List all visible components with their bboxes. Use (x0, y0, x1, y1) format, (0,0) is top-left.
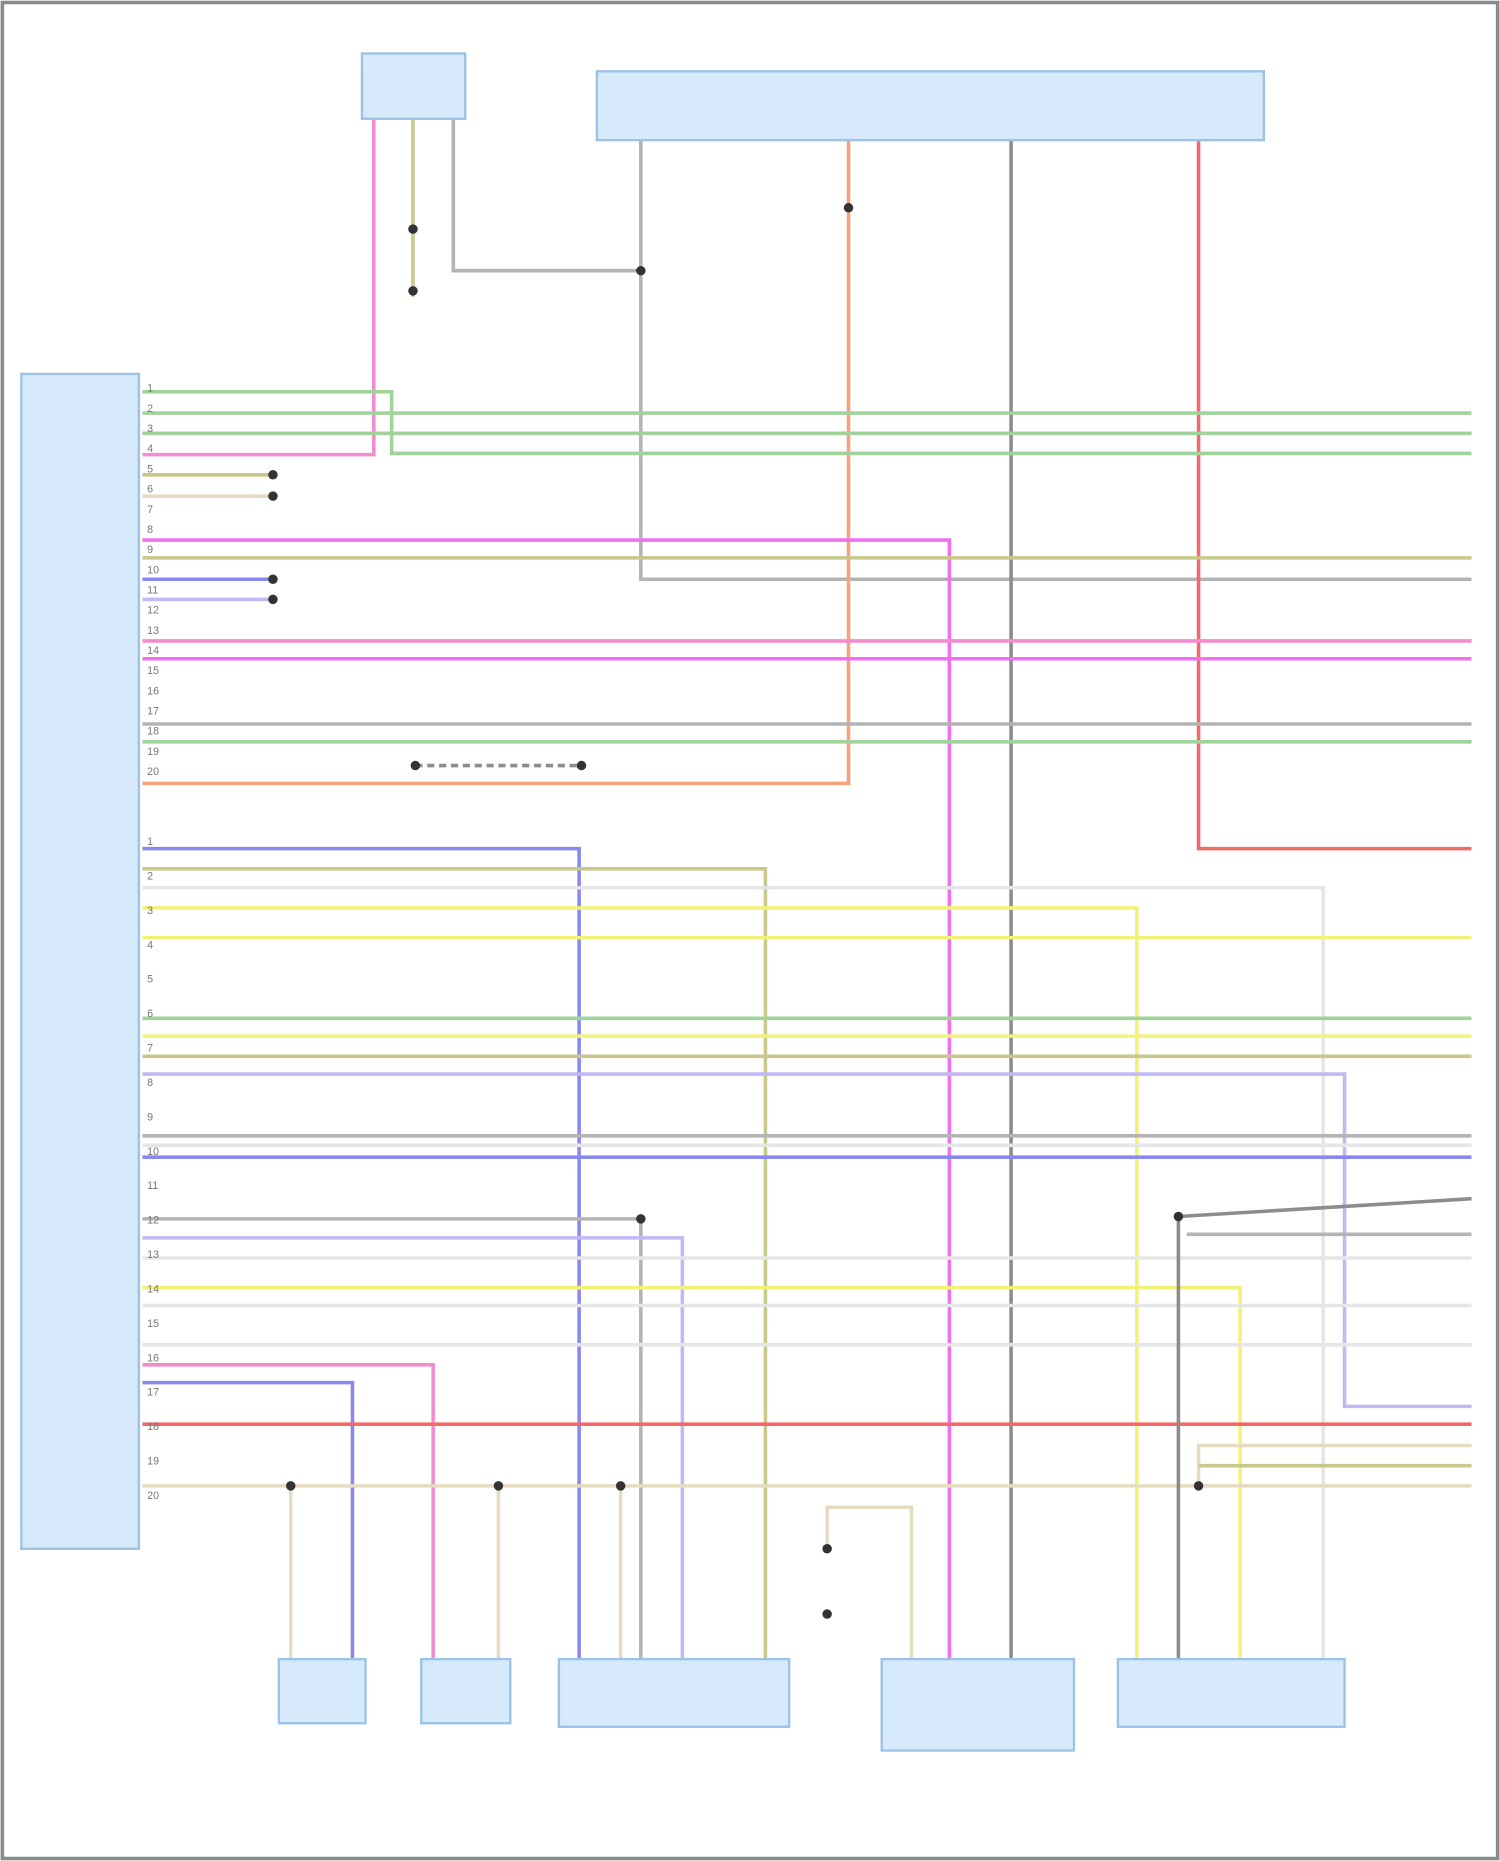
splice-point (636, 1214, 646, 1224)
pin-number: 12 (147, 605, 159, 617)
pin-number: 14 (147, 1283, 159, 1295)
splice-point (493, 1481, 504, 1491)
splice-point (576, 760, 587, 771)
splice-point (615, 1481, 626, 1491)
splice-point (408, 286, 418, 296)
pin-number: 15 (147, 665, 159, 677)
pin-number: 10 (147, 564, 159, 576)
wire (142, 1236, 685, 1662)
splice-point (1173, 1211, 1184, 1222)
pin-number: 17 (147, 1387, 159, 1399)
splice-point (268, 491, 278, 501)
bottom-component-1 (277, 1657, 367, 1725)
pin-number: 8 (147, 524, 153, 536)
pin-number: 19 (147, 746, 159, 758)
splice-point (268, 574, 278, 584)
bottom-component-5 (1116, 1657, 1346, 1728)
pin-number: 20 (147, 1490, 159, 1502)
wire (142, 846, 581, 1662)
wire (142, 906, 1139, 1662)
splice-point (822, 1609, 832, 1619)
pin-number: 18 (147, 1421, 159, 1433)
pin-number: 9 (147, 1111, 153, 1123)
splice-point (843, 203, 854, 213)
pin-number: 5 (147, 463, 153, 475)
wire (142, 1380, 355, 1662)
pin-number: 3 (147, 905, 153, 917)
splice-point (1193, 1481, 1204, 1491)
pin-number: 9 (147, 544, 153, 556)
pin-number: 17 (147, 706, 159, 718)
splice-point (408, 224, 418, 234)
wire (1196, 140, 1472, 851)
splice-point (636, 265, 646, 276)
splice-point (410, 760, 421, 771)
pin-number: 15 (147, 1318, 159, 1330)
left-control-module (20, 372, 141, 1550)
wire (451, 118, 641, 273)
pin-number: 16 (147, 1352, 159, 1364)
wire (142, 867, 768, 1662)
wire (1196, 1443, 1472, 1486)
pin-number: 8 (147, 1077, 153, 1089)
pin-number: 7 (147, 1043, 153, 1055)
wire (142, 1072, 1472, 1409)
wire (142, 140, 851, 786)
pin-number: 2 (147, 870, 153, 882)
pin-number: 4 (147, 443, 153, 455)
pin-number: 3 (147, 423, 153, 435)
splice-point (285, 1481, 296, 1491)
bottom-component-3 (557, 1657, 791, 1728)
pin-number: 1 (147, 836, 153, 848)
bottom-component-4 (880, 1657, 1076, 1752)
pin-number: 2 (147, 403, 153, 415)
wire (825, 1505, 914, 1662)
pin-number: 18 (147, 726, 159, 738)
wire (142, 1285, 1242, 1662)
top-connector-strip (595, 70, 1266, 142)
wire (142, 389, 1472, 456)
pin-number: 5 (147, 974, 153, 986)
pin-number: 14 (147, 645, 159, 657)
pin-number: 19 (147, 1456, 159, 1468)
pin-number: 16 (147, 685, 159, 697)
pin-number: 1 (147, 383, 153, 395)
pin-number: 6 (147, 484, 153, 496)
pin-number: 13 (147, 625, 159, 637)
pin-number: 11 (147, 1180, 158, 1192)
pin-number: 20 (147, 766, 159, 778)
pin-number: 4 (147, 939, 153, 951)
wire (142, 885, 1325, 1662)
splice-point (268, 470, 278, 480)
top-module (360, 52, 467, 120)
pin-number: 6 (147, 1008, 153, 1020)
pin-number: 7 (147, 504, 153, 516)
wire (142, 1363, 435, 1662)
splice-point (822, 1544, 832, 1554)
wire (142, 118, 376, 457)
bottom-component-2 (420, 1657, 512, 1725)
splice-point (268, 594, 278, 605)
wire (639, 140, 1472, 582)
pin-number: 12 (147, 1215, 159, 1227)
pin-number: 13 (147, 1249, 159, 1261)
pin-number: 10 (147, 1146, 159, 1158)
pin-number: 11 (147, 584, 158, 596)
